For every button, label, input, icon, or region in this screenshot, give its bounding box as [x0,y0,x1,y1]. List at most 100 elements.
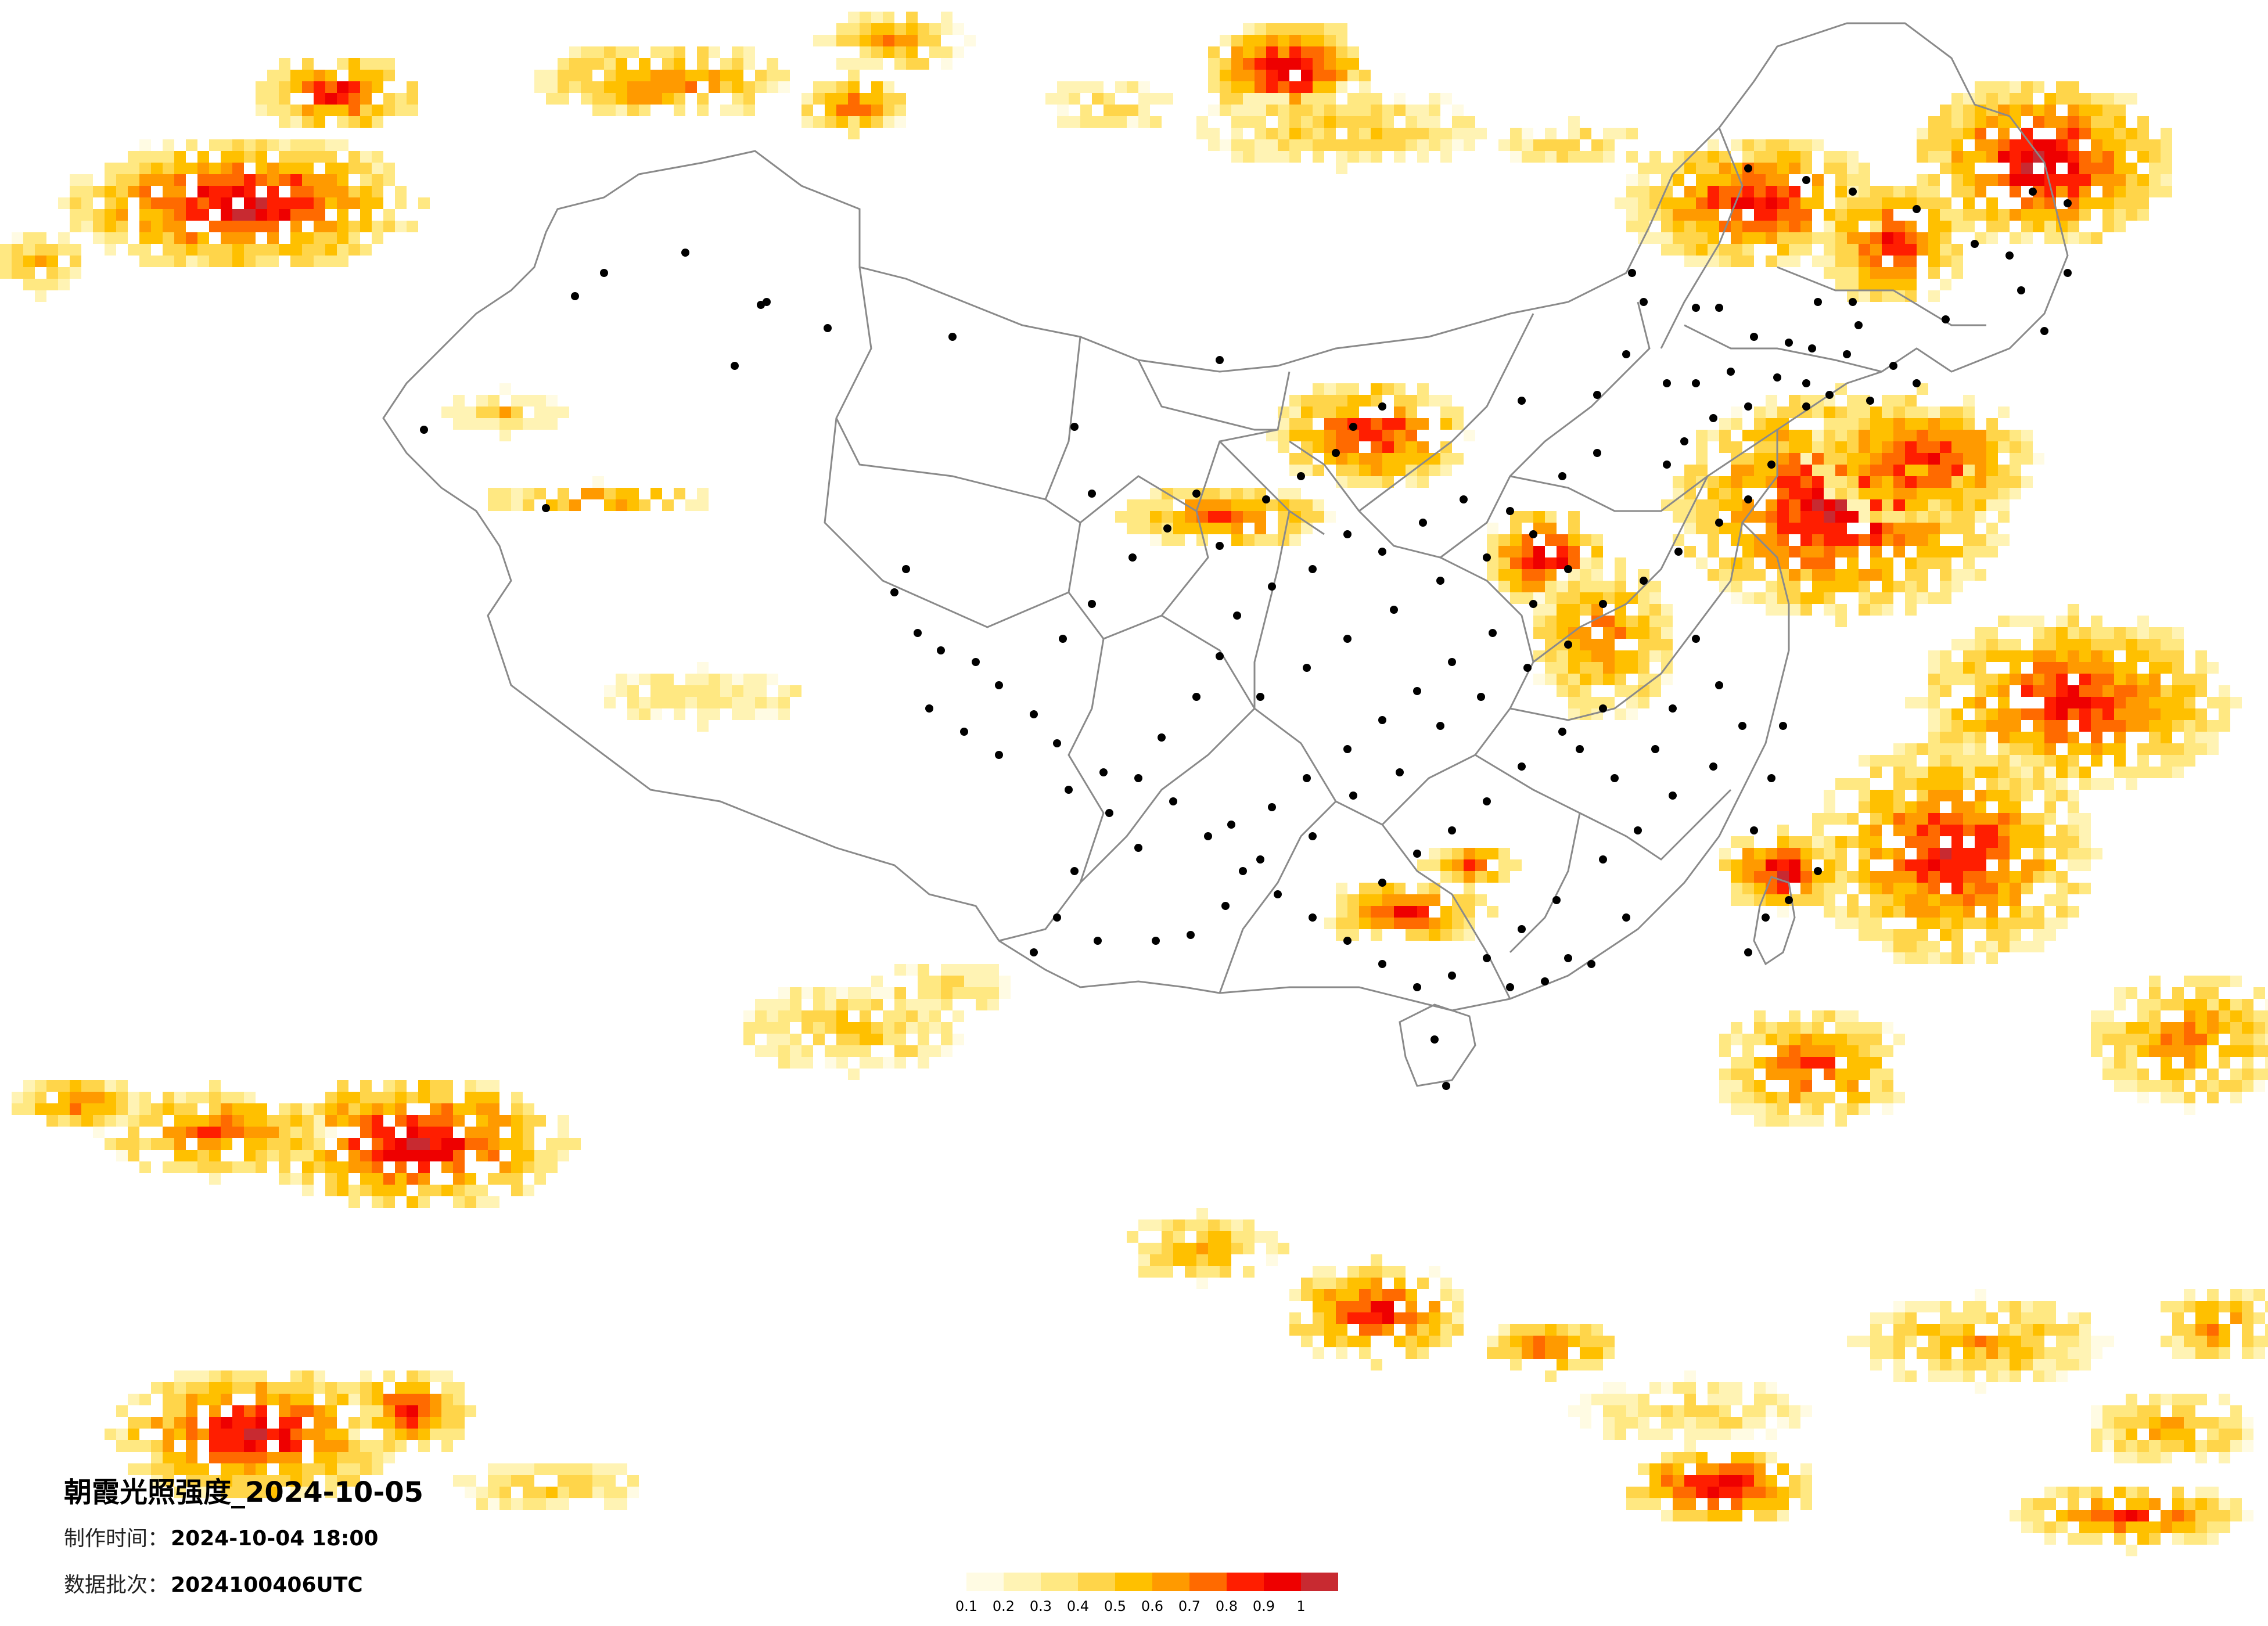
city-dot [1204,832,1212,840]
city-dot [1070,867,1079,875]
legend-swatch [1041,1573,1078,1591]
city-dot [1105,809,1113,817]
city-dot [1692,379,1700,387]
city-dot [1448,972,1456,980]
city-dot [1378,402,1386,411]
city-dot [1256,693,1264,701]
city-dot [1216,356,1224,364]
city-dot [1088,600,1096,608]
city-dot [1378,960,1386,968]
city-dot [1262,495,1270,503]
city-dot [2040,327,2048,335]
city-dot [1663,461,1671,469]
city-dot [1483,797,1491,805]
city-dot [914,629,922,637]
city-dot [824,324,832,332]
city-dot [2064,269,2072,277]
city-dot [995,751,1003,759]
city-dot [902,565,910,573]
city-dot [1808,344,1816,352]
city-dot [1187,931,1195,939]
city-dot [1233,611,1241,620]
city-dot [1134,844,1142,852]
city-dot [1709,414,1717,422]
city-dot [1727,368,1735,376]
city-dot [681,249,689,257]
city-dot [1692,304,1700,312]
city-dot [1523,664,1532,672]
city-dot [1825,391,1834,399]
legend-swatch [1004,1573,1041,1591]
legend-tick: 0.3 [1029,1598,1052,1614]
city-dot [1593,391,1601,399]
city-dot [1866,397,1874,405]
data-batch-value: 2024100406UTC [171,1573,363,1597]
legend-tick: 0.8 [1215,1598,1238,1614]
city-dot [1518,925,1526,933]
city-dot [1506,507,1514,515]
city-dot [1599,704,1607,713]
production-time: 制作时间： 2024-10-04 18:00 [64,1521,378,1552]
city-dot [1785,339,1793,347]
city-dot [1541,977,1549,985]
legend-swatch [1301,1573,1338,1591]
city-dot [1059,635,1067,643]
city-dot [1942,315,1950,323]
city-dot [1430,1035,1439,1044]
city-dot [1169,797,1177,805]
city-dot [1227,821,1235,829]
city-dot [890,588,898,596]
city-dot [1889,362,1897,370]
city-dot [1680,437,1688,445]
city-dot [1413,850,1421,858]
city-dot [1779,722,1787,730]
city-dot [1483,954,1491,962]
city-dot [1268,582,1276,591]
city-dot [542,504,550,512]
legend-swatch [1189,1573,1227,1591]
legend-tick: 1 [1296,1598,1306,1614]
city-dot [1744,402,1752,411]
city-dot [1239,867,1247,875]
legend-tick: 0.2 [992,1598,1015,1614]
city-dot [1460,495,1468,503]
city-dot [1971,240,1979,248]
legend-swatch [1264,1573,1301,1591]
city-dot [1152,937,1160,945]
city-dot [948,333,957,341]
city-dot [1715,681,1723,689]
hainan-border [1399,1003,1476,1087]
city-dot [1158,733,1166,742]
city-dot [2064,199,2072,207]
legend-swatch [1115,1573,1152,1591]
map-title: 朝霞光照强度_2024-10-05 [64,1476,424,1509]
city-dot [1128,553,1137,562]
city-dot [1558,728,1566,736]
city-dot [1640,577,1648,585]
city-dot [1599,600,1607,608]
city-dot [1669,792,1677,800]
city-dot [1413,983,1421,991]
city-dot [1669,704,1677,713]
taiwan-border [1753,876,1796,966]
city-dot [1564,641,1572,649]
data-batch-label: 数据批次： [64,1573,169,1597]
legend-tick: 0.7 [1178,1598,1201,1614]
city-dot [2005,251,2014,260]
city-dot [1529,530,1537,538]
city-dot [1216,542,1224,550]
city-dot [1268,803,1276,811]
production-time-label: 制作时间： [64,1527,169,1551]
city-dot [1802,176,1810,184]
legend-swatch [1078,1573,1115,1591]
city-dot [1442,1082,1450,1090]
legend-swatch [966,1573,1004,1591]
glow-intensity-field [0,12,2268,1556]
city-markers [420,164,2072,1090]
city-dot [1913,379,1921,387]
city-dot [1134,774,1142,782]
city-dot [1750,333,1758,341]
city-dot [1216,652,1224,660]
city-dot [1192,693,1201,701]
